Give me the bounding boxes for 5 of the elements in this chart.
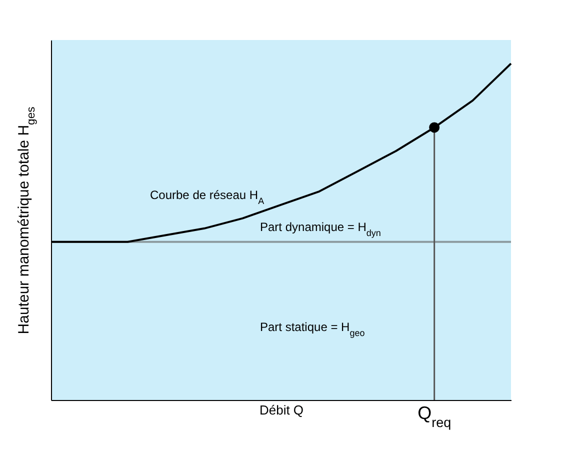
x-axis-title: Débit Q (259, 402, 304, 418)
annotation: Part statique = H$_{geo}$ (260, 320, 365, 338)
annotation: Part dynamique = H$_{dyn}$ (260, 220, 381, 238)
annotation: Courbe de réseau H$_{A}$ (150, 188, 264, 206)
text: Q$_{req}$ (418, 403, 452, 430)
